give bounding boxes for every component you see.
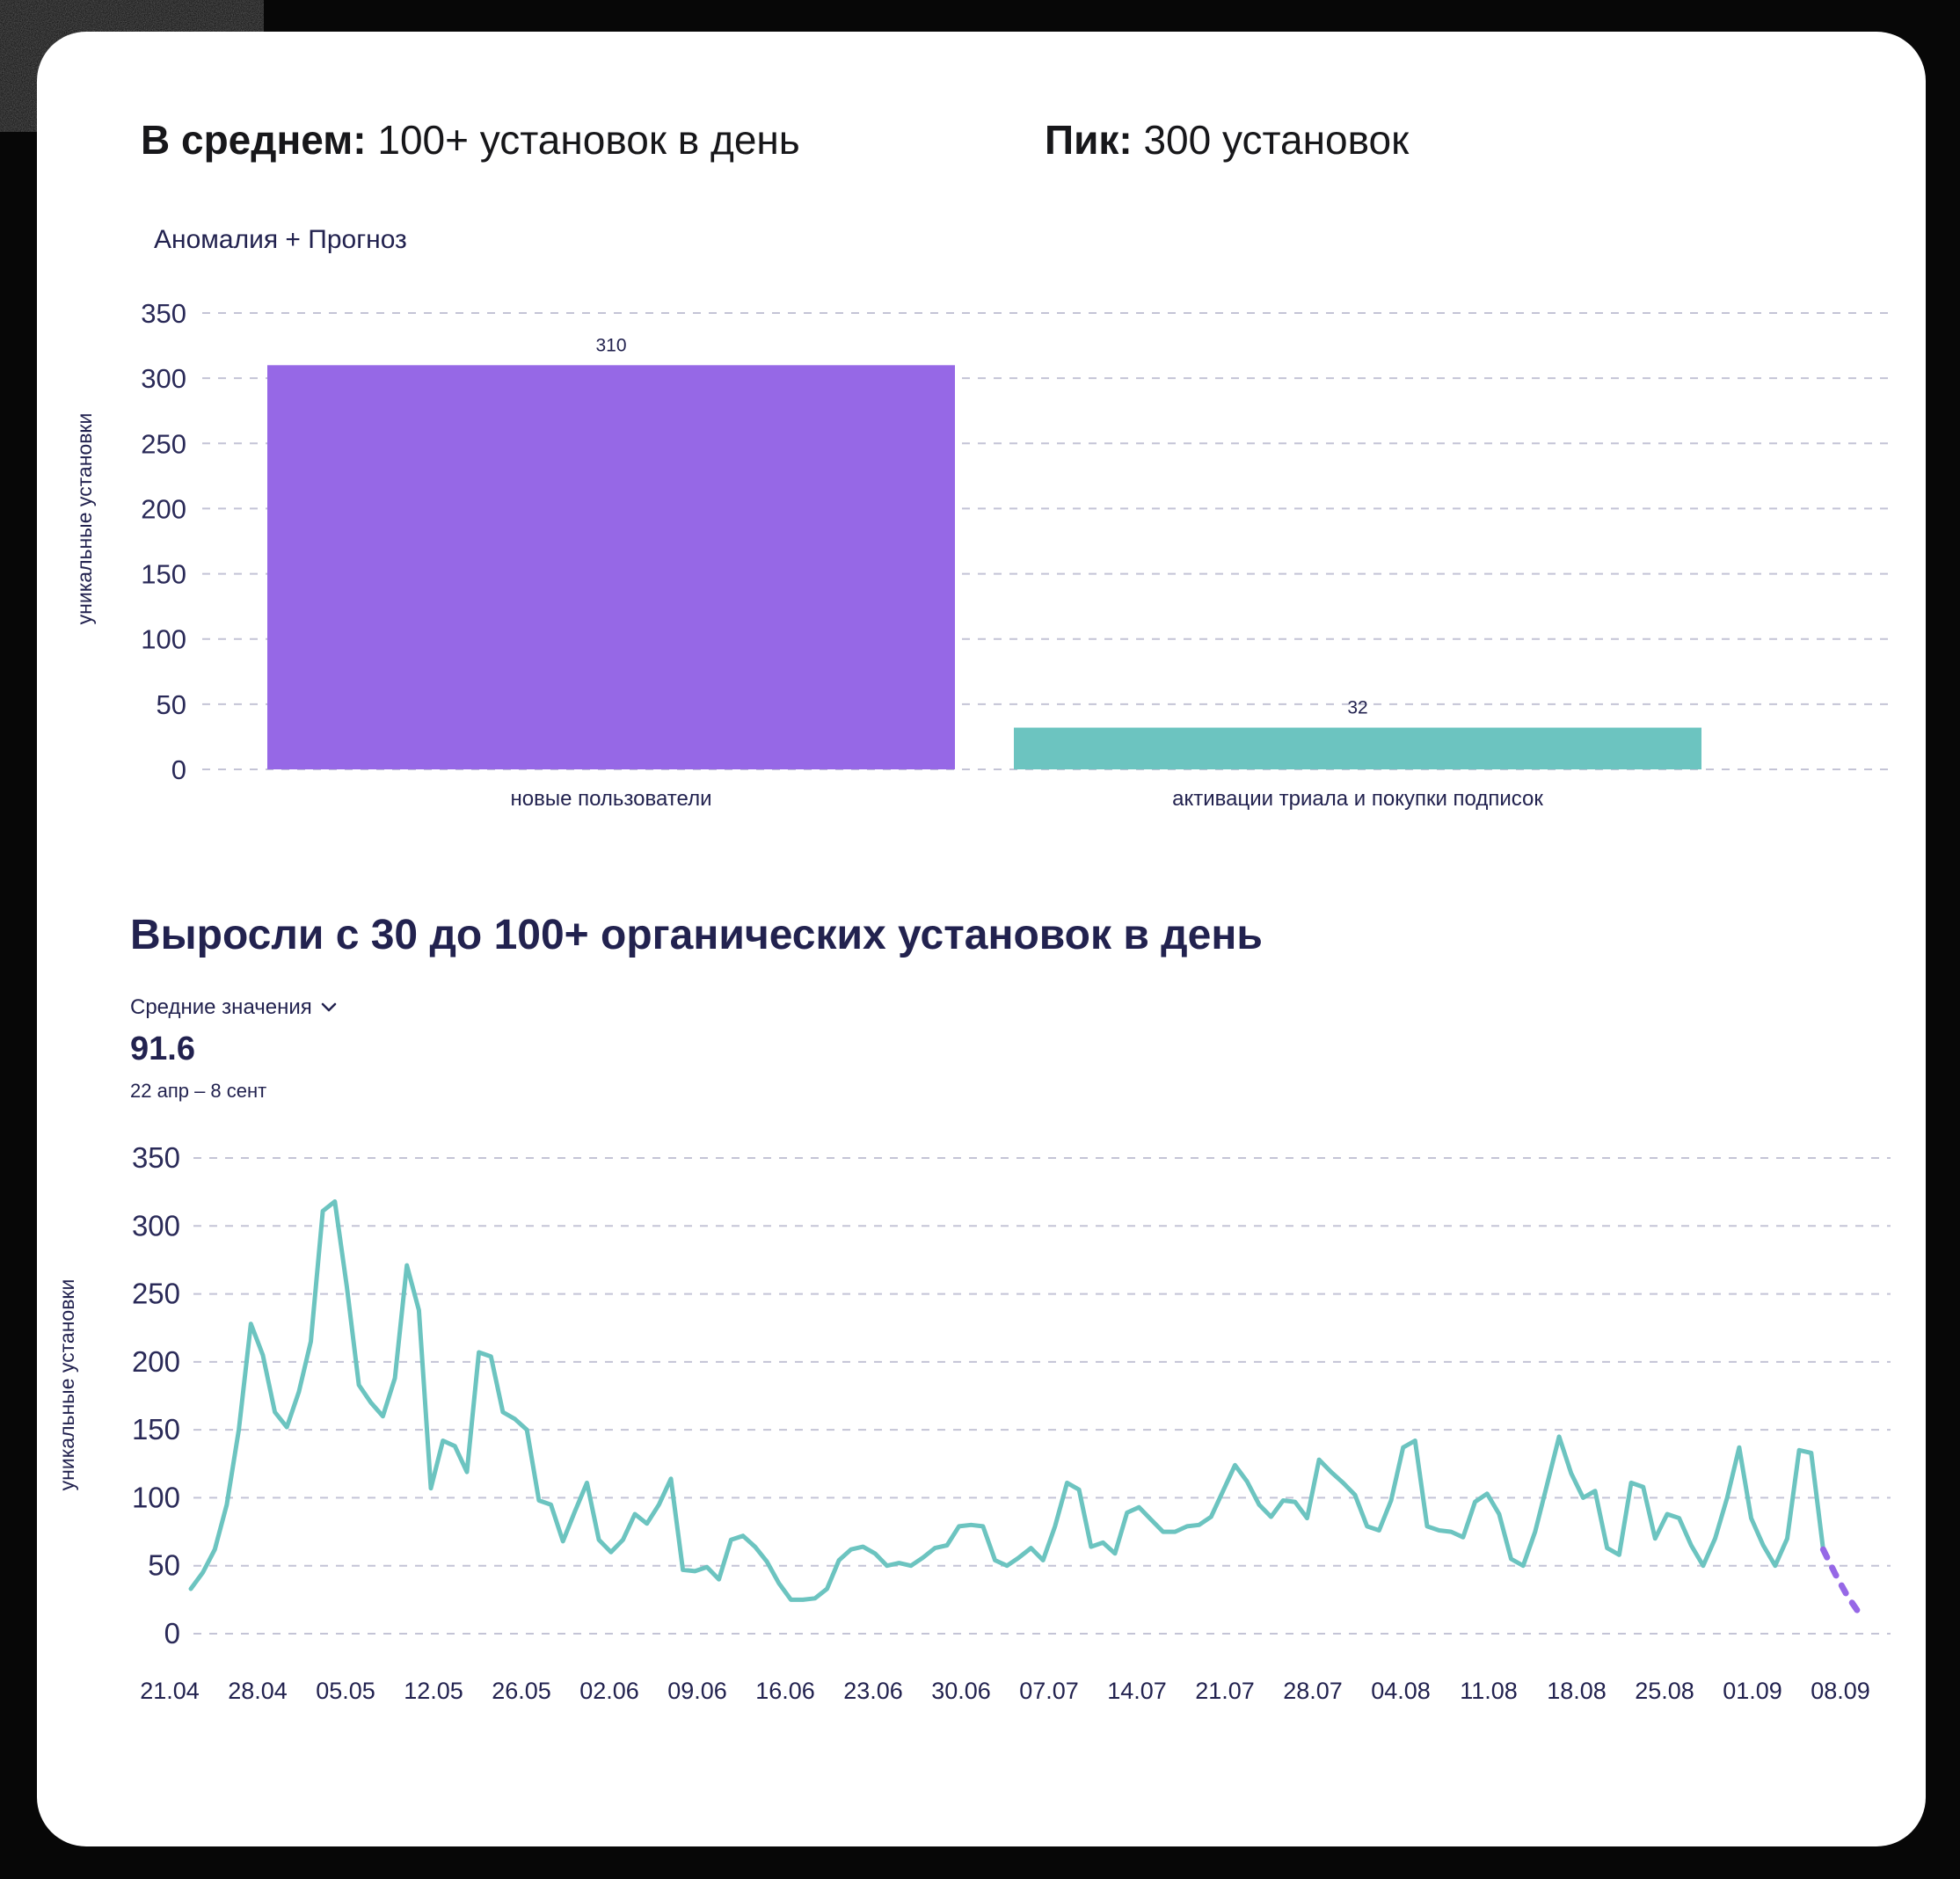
x-tick-label: 23.06 <box>843 1678 903 1704</box>
x-tick-label: 18.08 <box>1547 1678 1607 1704</box>
peak-installs-label: Пик: <box>1045 117 1133 163</box>
y-tick-label: 0 <box>171 754 186 785</box>
metric-dropdown-label: Средние значения <box>130 995 312 1019</box>
y-tick-label: 0 <box>164 1617 180 1650</box>
y-tick-label: 50 <box>157 689 186 720</box>
bar-category-label: новые пользователи <box>510 787 711 811</box>
x-tick-label: 09.06 <box>667 1678 727 1704</box>
x-tick-label: 30.06 <box>931 1678 991 1704</box>
x-tick-label: 08.09 <box>1811 1678 1870 1704</box>
line-chart: 0 50 100 150 200 250 300 350 21.04 28.04 05.05 12.0… <box>55 1141 1891 1704</box>
dashboard-card: В среднем: 100+ установок в день Пик: 30… <box>37 32 1926 1846</box>
y-axis-title: уникальные установки <box>55 1279 78 1491</box>
y-tick-label: 300 <box>141 363 186 394</box>
bar-chart-title: Аномалия + Прогноз <box>154 225 407 254</box>
x-tick-label: 21.07 <box>1195 1678 1255 1704</box>
metric-dropdown[interactable]: Средние значения <box>130 995 337 1020</box>
x-tick-label: 11.08 <box>1460 1678 1518 1704</box>
x-tick-label: 28.04 <box>228 1678 288 1704</box>
x-tick-label: 28.07 <box>1283 1678 1343 1704</box>
average-installs-headline: В среднем: 100+ установок в день <box>141 116 800 164</box>
average-installs-value: 100+ установок в день <box>366 117 800 163</box>
x-tick-label: 05.05 <box>316 1678 375 1704</box>
line-chart-title: Выросли с 30 до 100+ органических устано… <box>130 912 1263 958</box>
y-tick-label: 300 <box>132 1209 180 1242</box>
x-tick-label: 26.05 <box>492 1678 551 1704</box>
y-tick-label: 250 <box>141 428 186 459</box>
y-tick-label: 150 <box>141 559 186 590</box>
x-tick-label: 14.07 <box>1107 1678 1167 1704</box>
chevron-down-icon <box>321 1002 337 1012</box>
bar-chart: 0 50 100 150 200 250 300 350 310 новые пользовате… <box>79 298 1891 811</box>
x-tick-label: 21.04 <box>140 1678 200 1704</box>
y-axis-title: уникальные установки <box>79 413 96 625</box>
x-tick-label: 16.06 <box>755 1678 815 1704</box>
date-range-label: 22 апр – 8 сент <box>130 1080 267 1102</box>
bar <box>1014 727 1701 769</box>
y-tick-label: 350 <box>132 1141 180 1174</box>
bar-value-label: 32 <box>1347 698 1367 718</box>
x-tick-label: 02.06 <box>579 1678 639 1704</box>
forecast-dashed-line <box>1819 1546 1862 1617</box>
x-tick-label: 12.05 <box>404 1678 463 1704</box>
bar-category-label: активации триала и покупки подписок <box>1172 787 1543 811</box>
bar-value-label: 310 <box>595 335 626 355</box>
bar <box>267 365 955 769</box>
y-tick-label: 100 <box>141 624 186 655</box>
average-metric-value: 91.6 <box>130 1031 195 1067</box>
y-tick-label: 100 <box>132 1481 180 1513</box>
y-tick-label: 200 <box>141 493 186 524</box>
x-tick-label: 01.09 <box>1723 1678 1782 1704</box>
peak-installs-headline: Пик: 300 установок <box>1045 116 1409 164</box>
y-tick-label: 350 <box>141 298 186 329</box>
y-tick-label: 250 <box>132 1278 180 1310</box>
average-installs-label: В среднем: <box>141 117 367 163</box>
y-tick-label: 200 <box>132 1345 180 1378</box>
x-tick-label: 25.08 <box>1635 1678 1694 1704</box>
x-tick-label: 04.08 <box>1371 1678 1431 1704</box>
peak-installs-value: 300 установок <box>1132 117 1410 163</box>
y-tick-label: 50 <box>148 1549 180 1582</box>
y-tick-label: 150 <box>132 1413 180 1446</box>
installs-line-series <box>188 1199 1825 1602</box>
x-tick-label: 07.07 <box>1019 1678 1079 1704</box>
